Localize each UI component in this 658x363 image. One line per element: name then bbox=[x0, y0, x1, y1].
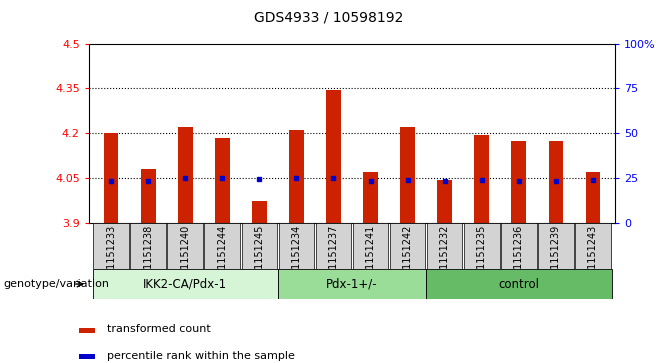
Text: Pdx-1+/-: Pdx-1+/- bbox=[326, 278, 378, 290]
Bar bbox=[464, 223, 499, 269]
Text: GSM1151245: GSM1151245 bbox=[255, 225, 265, 290]
Bar bbox=[474, 135, 489, 223]
Text: GSM1151237: GSM1151237 bbox=[328, 225, 338, 290]
Text: GSM1151244: GSM1151244 bbox=[217, 225, 227, 290]
Text: GSM1151235: GSM1151235 bbox=[477, 225, 487, 290]
Bar bbox=[79, 354, 95, 359]
Text: control: control bbox=[498, 278, 540, 290]
Bar bbox=[426, 269, 611, 299]
Text: genotype/variation: genotype/variation bbox=[3, 279, 109, 289]
Bar bbox=[549, 141, 563, 223]
Bar bbox=[289, 130, 304, 223]
Text: GSM1151234: GSM1151234 bbox=[291, 225, 301, 290]
Text: GSM1151242: GSM1151242 bbox=[403, 225, 413, 290]
Bar bbox=[363, 172, 378, 223]
Bar bbox=[252, 201, 266, 223]
Text: GDS4933 / 10598192: GDS4933 / 10598192 bbox=[254, 11, 404, 25]
Bar bbox=[215, 138, 230, 223]
Bar bbox=[586, 172, 600, 223]
Bar bbox=[278, 269, 426, 299]
Text: GSM1151243: GSM1151243 bbox=[588, 225, 598, 290]
Bar bbox=[575, 223, 611, 269]
Text: GSM1151240: GSM1151240 bbox=[180, 225, 190, 290]
Text: GSM1151241: GSM1151241 bbox=[366, 225, 376, 290]
Bar bbox=[93, 223, 129, 269]
Bar bbox=[278, 223, 315, 269]
Bar bbox=[501, 223, 537, 269]
Text: transformed count: transformed count bbox=[107, 325, 211, 334]
Bar bbox=[390, 223, 426, 269]
Text: GSM1151238: GSM1151238 bbox=[143, 225, 153, 290]
Text: GSM1151232: GSM1151232 bbox=[440, 225, 449, 290]
Bar bbox=[104, 133, 118, 223]
Bar bbox=[241, 223, 277, 269]
Bar bbox=[353, 223, 388, 269]
Bar bbox=[316, 223, 351, 269]
Bar bbox=[130, 223, 166, 269]
Bar bbox=[427, 223, 463, 269]
Bar bbox=[326, 90, 341, 223]
Text: percentile rank within the sample: percentile rank within the sample bbox=[107, 351, 295, 360]
Text: GSM1151233: GSM1151233 bbox=[106, 225, 116, 290]
Bar bbox=[141, 169, 155, 223]
Bar bbox=[538, 223, 574, 269]
Text: IKK2-CA/Pdx-1: IKK2-CA/Pdx-1 bbox=[143, 278, 227, 290]
Bar bbox=[511, 141, 526, 223]
Bar bbox=[438, 180, 452, 223]
Bar bbox=[205, 223, 240, 269]
Bar bbox=[178, 127, 193, 223]
Text: GSM1151236: GSM1151236 bbox=[514, 225, 524, 290]
Bar bbox=[400, 127, 415, 223]
Bar bbox=[79, 328, 95, 333]
Bar bbox=[93, 269, 278, 299]
Text: GSM1151239: GSM1151239 bbox=[551, 225, 561, 290]
Bar bbox=[167, 223, 203, 269]
